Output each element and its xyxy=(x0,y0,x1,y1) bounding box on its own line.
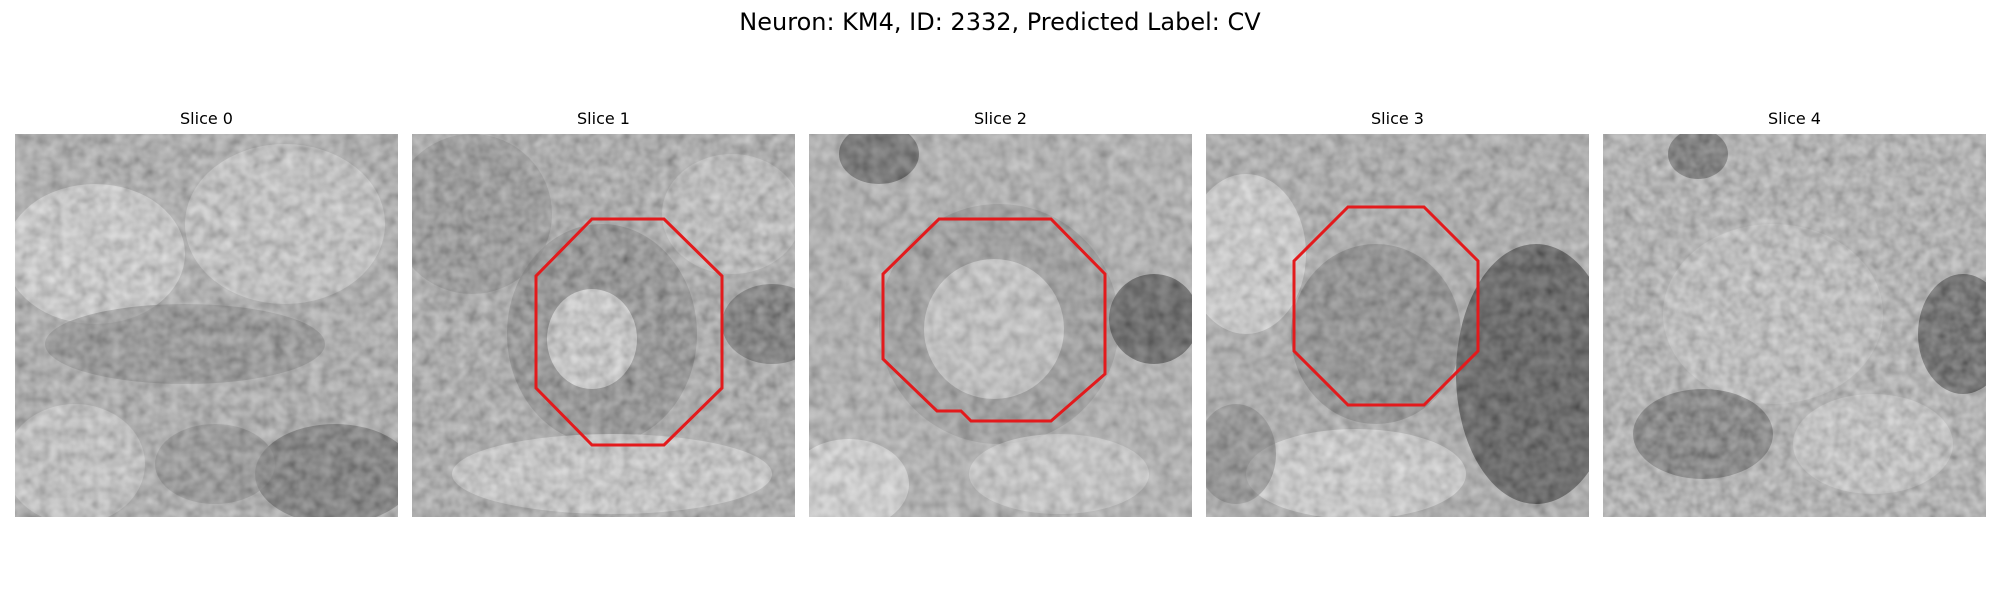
slice-image xyxy=(809,134,1192,517)
slice-title: Slice 4 xyxy=(1768,109,1821,128)
slice-title: Slice 2 xyxy=(974,109,1027,128)
roi-outline xyxy=(534,217,724,447)
slice-panel-0: Slice 0 xyxy=(15,108,398,520)
slice-image xyxy=(1603,134,1986,517)
slice-panel-4: Slice 4 xyxy=(1603,108,1986,520)
slice-panel-1: Slice 1 xyxy=(412,108,795,520)
roi-outline xyxy=(881,217,1107,423)
slice-title: Slice 1 xyxy=(577,109,630,128)
slice-panel-2: Slice 2 xyxy=(809,108,1192,520)
slice-panel-3: Slice 3 xyxy=(1206,108,1589,520)
slice-title: Slice 0 xyxy=(180,109,233,128)
figure-title: Neuron: KM4, ID: 2332, Predicted Label: … xyxy=(739,8,1261,36)
slice-image xyxy=(1206,134,1589,517)
roi-outline xyxy=(1292,205,1480,407)
slice-image xyxy=(412,134,795,517)
slice-image xyxy=(15,134,398,517)
slice-title: Slice 3 xyxy=(1371,109,1424,128)
